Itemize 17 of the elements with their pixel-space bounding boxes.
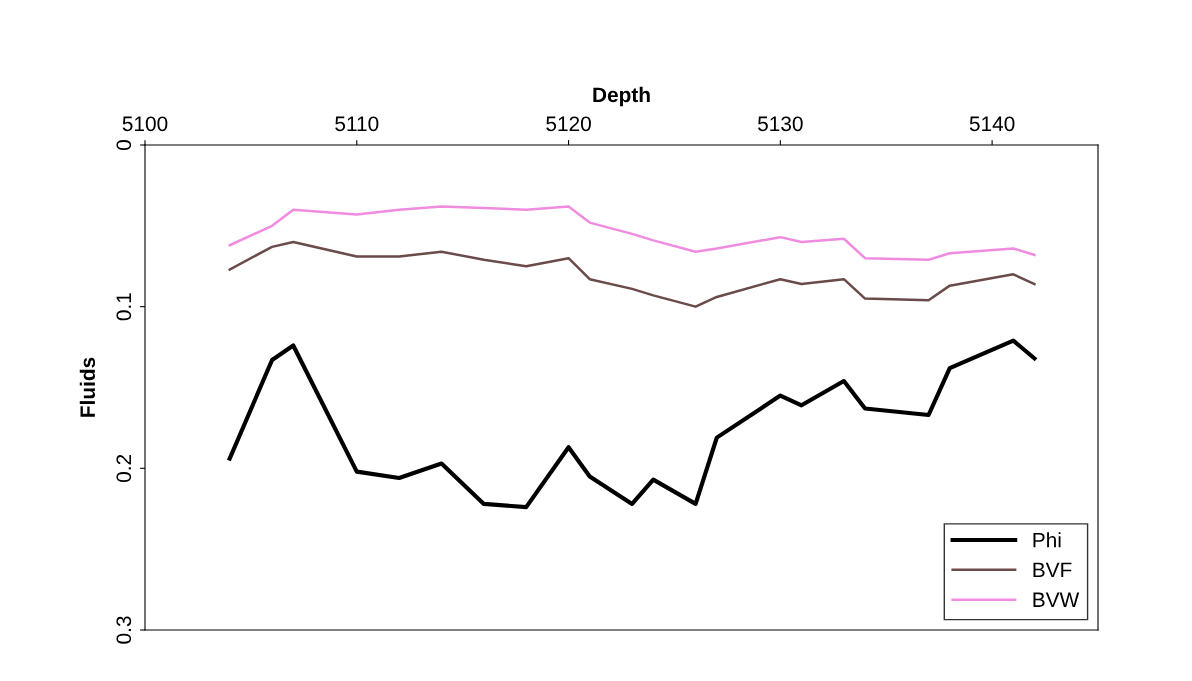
line-series <box>228 240 1036 308</box>
line-series <box>228 205 1036 262</box>
x-tick-label: 5110 <box>335 116 379 132</box>
y-tick-label: 0.2 <box>116 454 132 482</box>
y-tick-label: 0 <box>116 140 132 150</box>
x-tick-label: 5120 <box>546 116 591 132</box>
x-axis-title: Depth <box>593 86 650 107</box>
x-tick-label: 5140 <box>969 116 1015 132</box>
x-tick-label: 5100 <box>122 116 168 132</box>
legend-label: BVF <box>1033 562 1072 578</box>
x-tick-label: 5130 <box>758 116 803 132</box>
y-tick-label: 0.1 <box>116 293 132 321</box>
y-axis-title: Fluids <box>79 357 96 417</box>
legend-label: Phi <box>1033 532 1061 548</box>
legend-label: BVW <box>1033 592 1080 607</box>
line-series <box>227 338 1037 510</box>
y-tick-label: 0.3 <box>116 616 132 644</box>
